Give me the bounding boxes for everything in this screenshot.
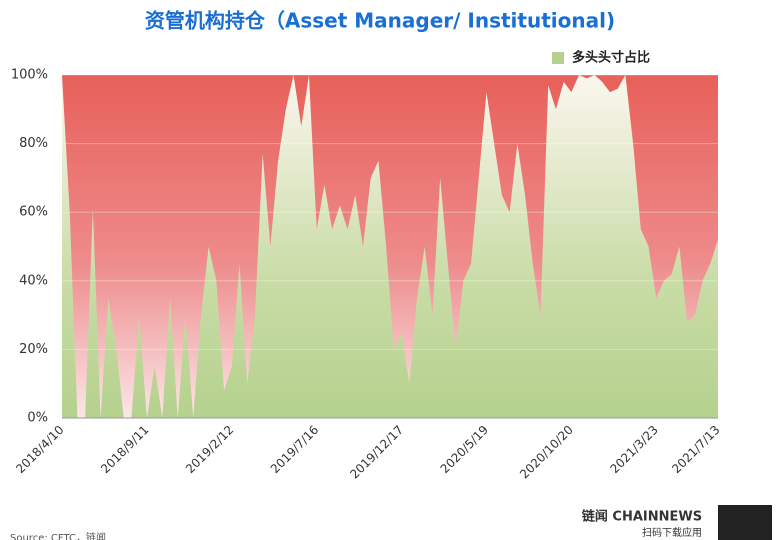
logo: 链闻 CHAINNEWS [581,509,702,525]
y-tick-label: 100% [11,68,48,83]
x-tick-label: 2019/12/17 [347,423,406,482]
source: Source: CFTC，链闻 [10,531,106,540]
y-tick-label: 80% [19,136,48,151]
x-tick-label: 2020/5/19 [438,423,491,476]
x-tick-label: 2018/4/10 [13,423,66,476]
y-tick-label: 60% [19,205,48,220]
y-tick-label: 40% [19,273,48,288]
logo-caption: 扫码下载应用 [642,526,702,539]
chart-title: 资管机构持仓（Asset Manager/ Institutional) [145,9,615,33]
x-tick-label: 2021/7/13 [669,423,722,476]
legend-label: 多头头寸占比 [572,50,650,66]
area [62,75,718,418]
y-tick-label: 20% [19,342,48,357]
x-tick-label: 2021/3/23 [607,423,660,476]
x-tick-label: 2018/9/11 [98,423,151,476]
x-tick-label: 2020/10/20 [517,423,576,482]
x-tick-label: 2019/2/12 [183,423,236,476]
x-tick-label: 2019/7/16 [268,423,321,476]
qr-code [718,505,772,540]
legend-swatch [552,52,564,64]
y-tick-label: 0% [27,411,48,426]
